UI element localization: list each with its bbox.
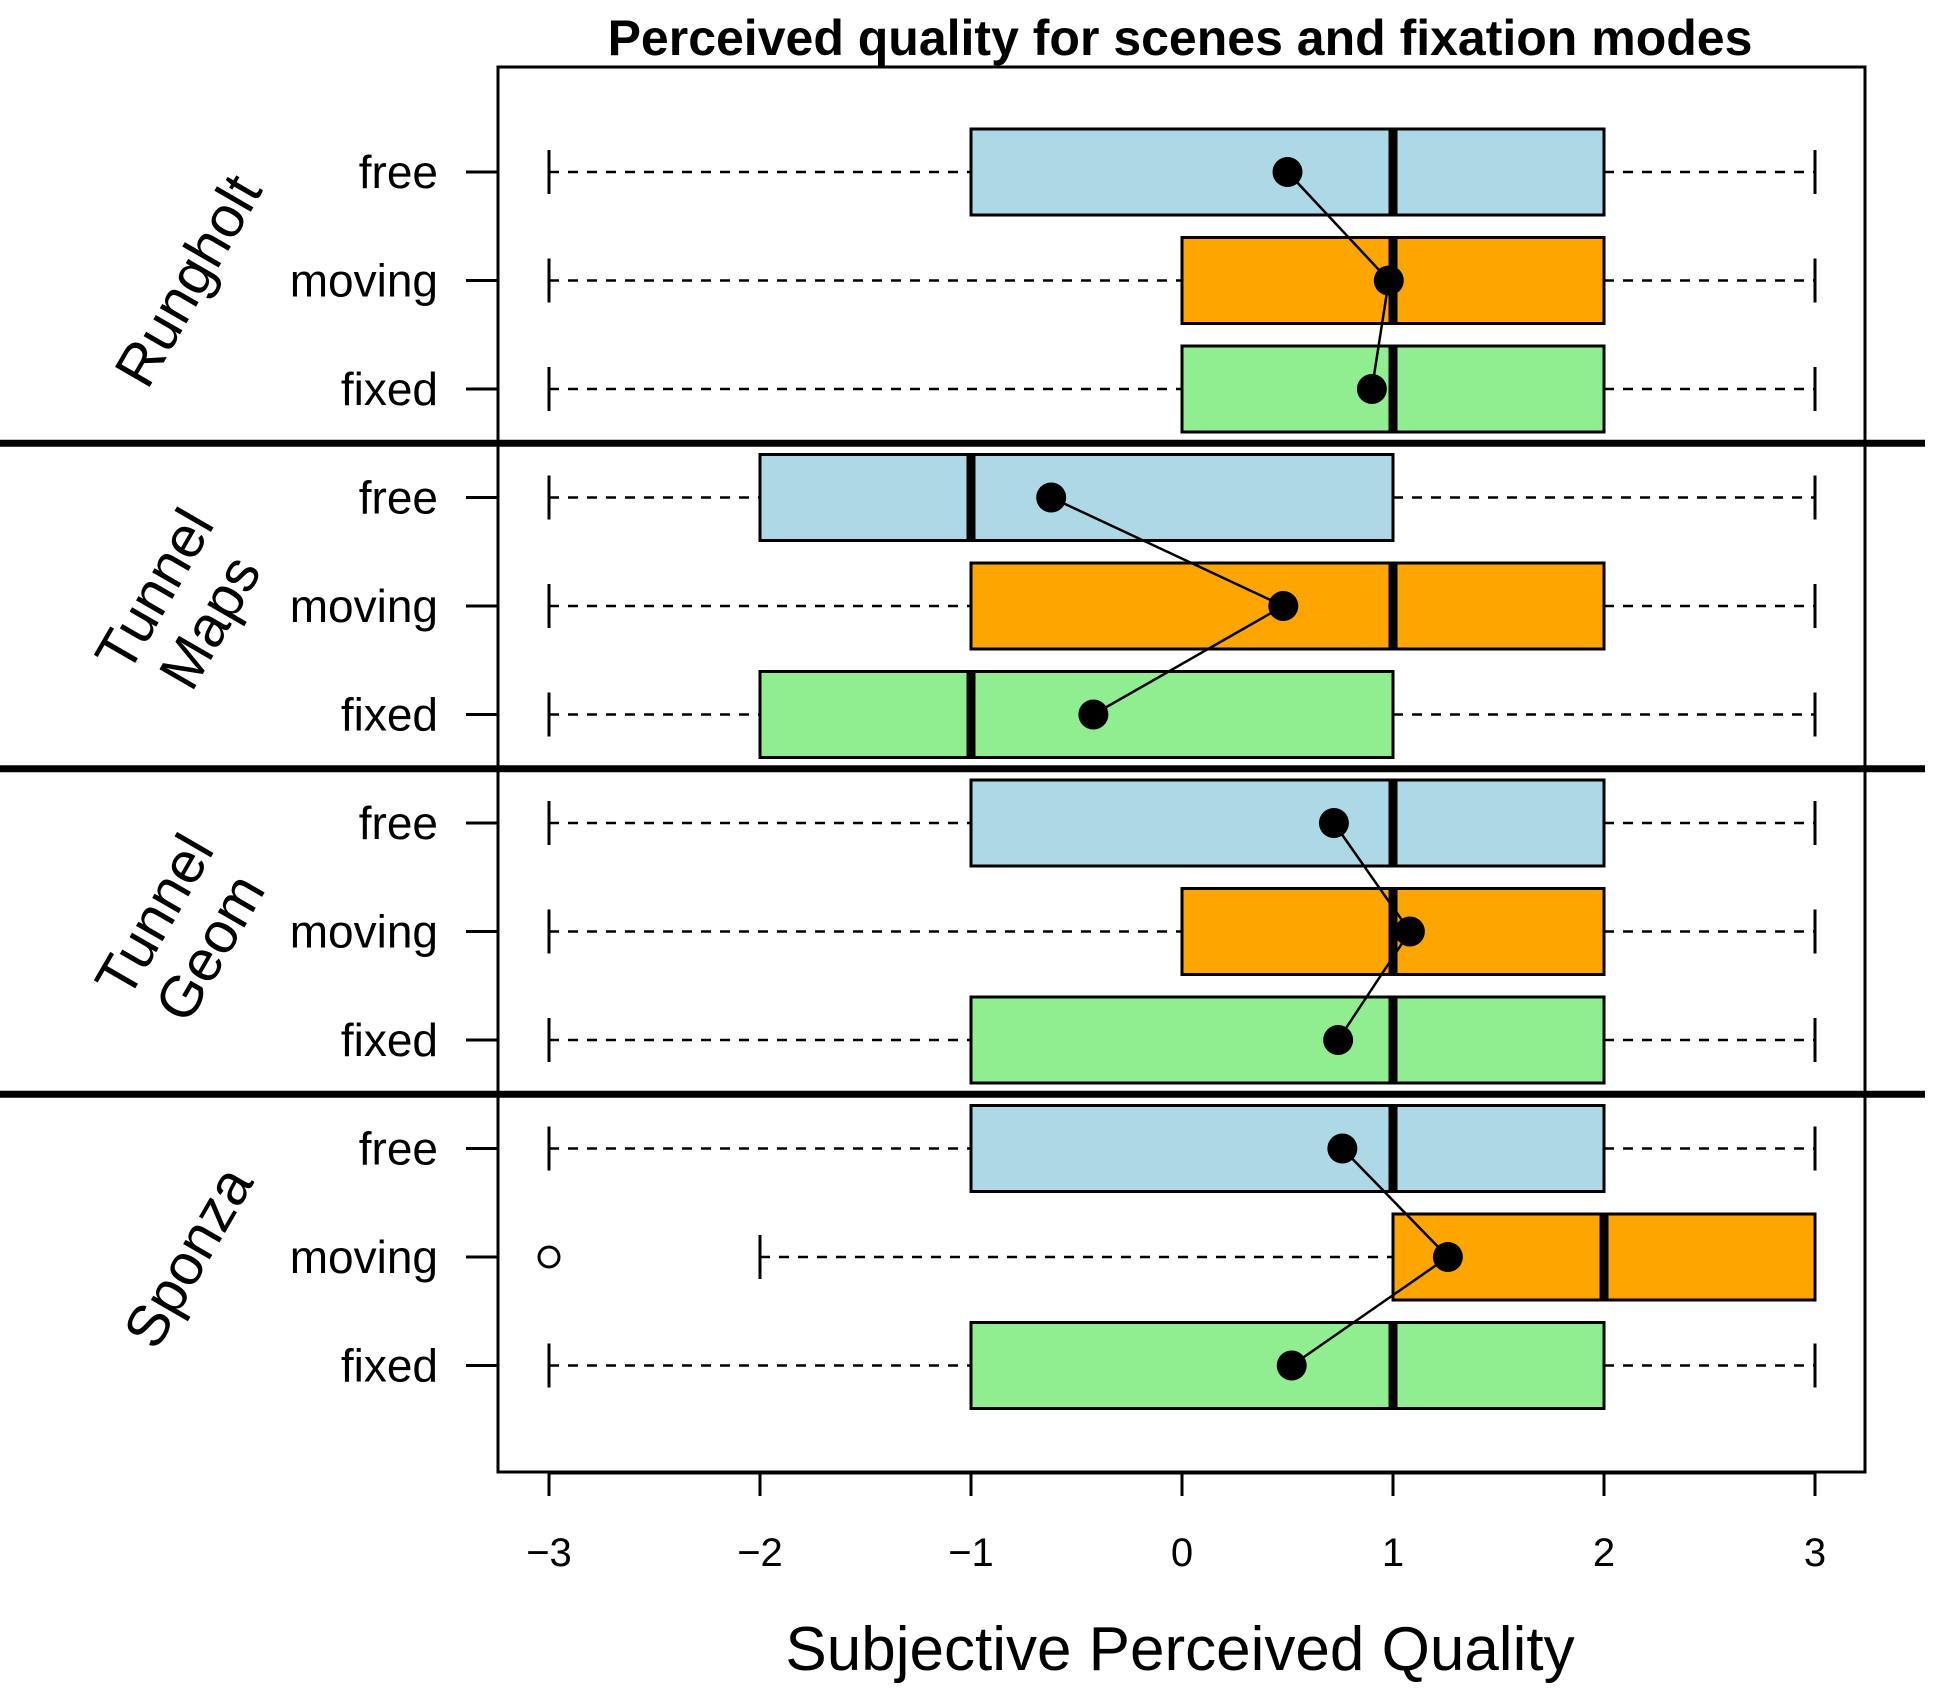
mean-point <box>1036 482 1067 513</box>
box-fixed <box>547 670 1817 759</box>
iqr-box <box>758 670 1395 759</box>
outlier-point <box>537 1245 561 1269</box>
category-label-free: free <box>359 1123 438 1175</box>
group-0 <box>547 127 1817 434</box>
means-layer <box>1036 157 1463 1381</box>
group-2 <box>547 778 1817 1085</box>
iqr-box <box>969 995 1606 1085</box>
x-axis-label: Subjective Perceived Quality <box>785 1615 1574 1684</box>
category-label-moving: moving <box>290 1231 438 1283</box>
mean-point <box>1318 808 1349 838</box>
category-label-fixed: fixed <box>341 1340 438 1392</box>
x-tick-label: 1 <box>1382 1531 1404 1575</box>
x-tick-label: 3 <box>1804 1531 1826 1575</box>
scene-label-line: Sponza <box>111 1155 266 1359</box>
mean-point <box>1394 916 1425 947</box>
x-tick-label: −2 <box>737 1531 783 1575</box>
iqr-box <box>969 1104 1606 1193</box>
group-3 <box>537 1104 1817 1410</box>
category-label-free: free <box>359 797 438 849</box>
box-free <box>547 1104 1817 1193</box>
box-moving <box>547 561 1817 651</box>
category-label-moving: moving <box>290 255 438 307</box>
mean-point <box>1356 374 1387 404</box>
chart-title: Perceived quality for scenes and fixatio… <box>608 10 1753 66</box>
x-tick-label: −1 <box>948 1531 994 1575</box>
mean-point <box>1078 699 1109 730</box>
mean-point <box>1276 1350 1307 1381</box>
iqr-box <box>758 453 1395 542</box>
boxes-layer <box>537 127 1817 1410</box>
box-moving <box>547 236 1817 325</box>
category-label-free: free <box>359 146 438 198</box>
scene-label-3: Sponza <box>111 1155 266 1359</box>
x-tick-label: −3 <box>526 1531 572 1575</box>
scene-label-0: Rungholt <box>102 164 274 398</box>
category-label-fixed: fixed <box>341 363 438 415</box>
category-label-fixed: fixed <box>341 1014 438 1066</box>
separators-layer <box>0 439 1925 1098</box>
scene-label-line: Rungholt <box>102 164 274 398</box>
x-tick-label: 2 <box>1593 1531 1615 1575</box>
x-axis: −3 −2 −1 0 1 2 3 <box>526 1471 1826 1575</box>
box-free <box>547 453 1817 542</box>
box-free <box>547 778 1817 868</box>
mean-point <box>1268 591 1299 621</box>
mean-point <box>1327 1133 1358 1164</box>
box-fixed <box>547 995 1817 1085</box>
box-fixed <box>547 1321 1817 1410</box>
group-1 <box>547 453 1817 759</box>
scene-label-2: TunnelGeom <box>83 824 282 1040</box>
category-label-moving: moving <box>290 906 438 958</box>
scene-label-1: TunnelMaps <box>83 498 282 714</box>
box-fixed <box>547 344 1817 434</box>
iqr-box <box>969 778 1606 868</box>
mean-point <box>1373 265 1404 296</box>
box-moving <box>537 1212 1817 1302</box>
mean-point <box>1323 1025 1354 1055</box>
mean-point <box>1432 1242 1463 1272</box>
box-free <box>547 127 1817 217</box>
x-tick-label: 0 <box>1171 1531 1193 1575</box>
category-label-free: free <box>359 472 438 524</box>
box-moving <box>547 887 1817 976</box>
category-label-fixed: fixed <box>341 689 438 741</box>
mean-point <box>1272 157 1303 187</box>
category-label-moving: moving <box>290 580 438 632</box>
